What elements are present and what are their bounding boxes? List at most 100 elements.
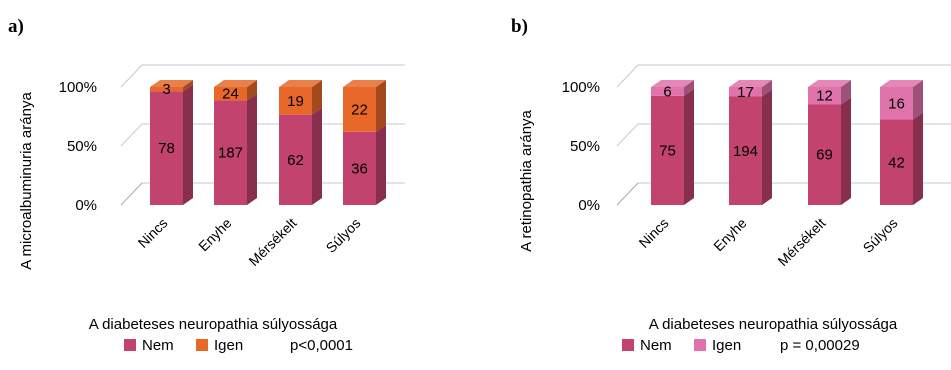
bar-stack: 42 16 xyxy=(880,80,923,205)
y-tick-label: 50% xyxy=(67,138,97,155)
data-label: 36 xyxy=(351,160,368,177)
legend: Nem Igen p = 0,00029 xyxy=(622,337,860,354)
data-label: 12 xyxy=(816,88,833,105)
y-tick-label: 100% xyxy=(562,79,600,96)
bar-top xyxy=(150,80,193,87)
bar-segment xyxy=(729,96,762,205)
panel-letter: b) xyxy=(511,16,528,37)
bar-segment xyxy=(214,87,247,101)
bar-segment xyxy=(150,87,183,92)
x-tick-label: Súlyos xyxy=(860,215,901,256)
gridline-diagonal xyxy=(616,123,639,147)
gridline-diagonal xyxy=(616,64,639,88)
chart-panel-a: a) 0% 50% 100% 78 3 Nincs 187 24 Enyhe 62 19 Mérséke… xyxy=(8,16,405,354)
legend: Nem Igen p<0,0001 xyxy=(124,337,353,354)
bar-top xyxy=(343,80,386,87)
bar-top xyxy=(729,80,772,87)
y-tick-label: 100% xyxy=(59,79,97,96)
data-label: 78 xyxy=(158,140,175,157)
y-axis-label: A microalbuminuria aránya xyxy=(18,92,35,270)
data-label: 194 xyxy=(733,143,758,160)
bar-stack: 36 22 xyxy=(343,80,386,205)
x-tick-label: Nincs xyxy=(636,215,672,251)
bar-top xyxy=(651,80,694,87)
p-value-note: p<0,0001 xyxy=(290,337,353,354)
floor-edge xyxy=(616,182,639,206)
y-tick-label: 0% xyxy=(75,197,97,214)
y-tick-label: 50% xyxy=(570,138,600,155)
bar-top xyxy=(808,80,851,87)
bar-segment xyxy=(808,87,841,105)
data-label: 16 xyxy=(888,95,905,112)
data-label: 75 xyxy=(659,142,676,159)
y-tick-label: 0% xyxy=(578,197,600,214)
bar-segment xyxy=(880,119,913,205)
legend-label: Nem xyxy=(142,337,174,354)
data-label: 62 xyxy=(287,152,304,169)
bar-segment-side xyxy=(762,89,772,205)
bar-segment-side xyxy=(762,80,772,97)
bar-top xyxy=(214,80,257,87)
x-axis-label: A diabeteses neuropathia súlyossága xyxy=(649,316,898,333)
legend-swatch xyxy=(694,339,706,351)
x-tick-label: Enyhe xyxy=(195,215,235,255)
x-tick-label: Enyhe xyxy=(710,215,750,255)
x-tick-label: Mérsékelt xyxy=(245,215,299,269)
gridline-diagonal xyxy=(120,64,143,88)
gridline-diagonal xyxy=(120,123,143,147)
bar-segment-side xyxy=(913,80,923,120)
bar-segment xyxy=(343,131,376,205)
bar-segment xyxy=(729,87,762,97)
y-axis-label: A retinopathia aránya xyxy=(518,109,535,251)
bar-stack: 187 24 xyxy=(214,80,257,205)
bar-top xyxy=(279,80,322,87)
bar-segment-side xyxy=(841,97,851,205)
data-label: 19 xyxy=(287,93,304,110)
bar-segment-side xyxy=(312,107,322,205)
legend-swatch xyxy=(622,339,634,351)
x-tick-label: Mérsékelt xyxy=(774,215,828,269)
bar-segment xyxy=(880,87,913,120)
legend-label: Igen xyxy=(712,337,741,354)
bar-segment-side xyxy=(376,80,386,132)
bar-segment-side xyxy=(247,80,257,101)
bar-segment xyxy=(343,87,376,132)
legend-swatch xyxy=(124,339,136,351)
bar-top xyxy=(880,80,923,87)
data-label: 6 xyxy=(663,83,671,100)
bar-stack: 78 3 xyxy=(150,80,193,205)
data-label: 69 xyxy=(816,147,833,164)
bar-segment xyxy=(214,100,247,205)
bar-segment xyxy=(808,104,841,205)
data-label: 42 xyxy=(888,154,905,171)
data-label: 3 xyxy=(162,81,170,98)
bar-segment-side xyxy=(376,124,386,205)
bar-stack: 75 6 xyxy=(651,80,694,205)
data-label: 24 xyxy=(222,86,239,103)
bar-segment-side xyxy=(684,80,694,96)
data-label: 187 xyxy=(218,145,243,162)
bar-segment-side xyxy=(841,80,851,105)
x-axis-label: A diabeteses neuropathia súlyossága xyxy=(89,316,338,333)
bar-segment xyxy=(651,95,684,205)
bar-segment-side xyxy=(247,93,257,205)
x-tick-label: Nincs xyxy=(135,215,171,251)
bar-segment-side xyxy=(183,80,193,92)
floor-edge xyxy=(120,182,143,206)
bar-segment-side xyxy=(312,80,322,115)
data-label: 22 xyxy=(351,101,368,118)
bar-segment-side xyxy=(684,88,694,205)
legend-label: Igen xyxy=(214,337,243,354)
data-label: 17 xyxy=(737,84,754,101)
bar-segment xyxy=(651,87,684,96)
bar-segment xyxy=(150,91,183,205)
panel-letter: a) xyxy=(8,16,24,37)
bar-segment xyxy=(279,114,312,205)
x-tick-label: Súlyos xyxy=(323,215,364,256)
bar-segment-side xyxy=(913,112,923,205)
bar-stack: 69 12 xyxy=(808,80,851,205)
bar-stack: 62 19 xyxy=(279,80,322,205)
bar-stack: 194 17 xyxy=(729,80,772,205)
legend-label: Nem xyxy=(640,337,672,354)
